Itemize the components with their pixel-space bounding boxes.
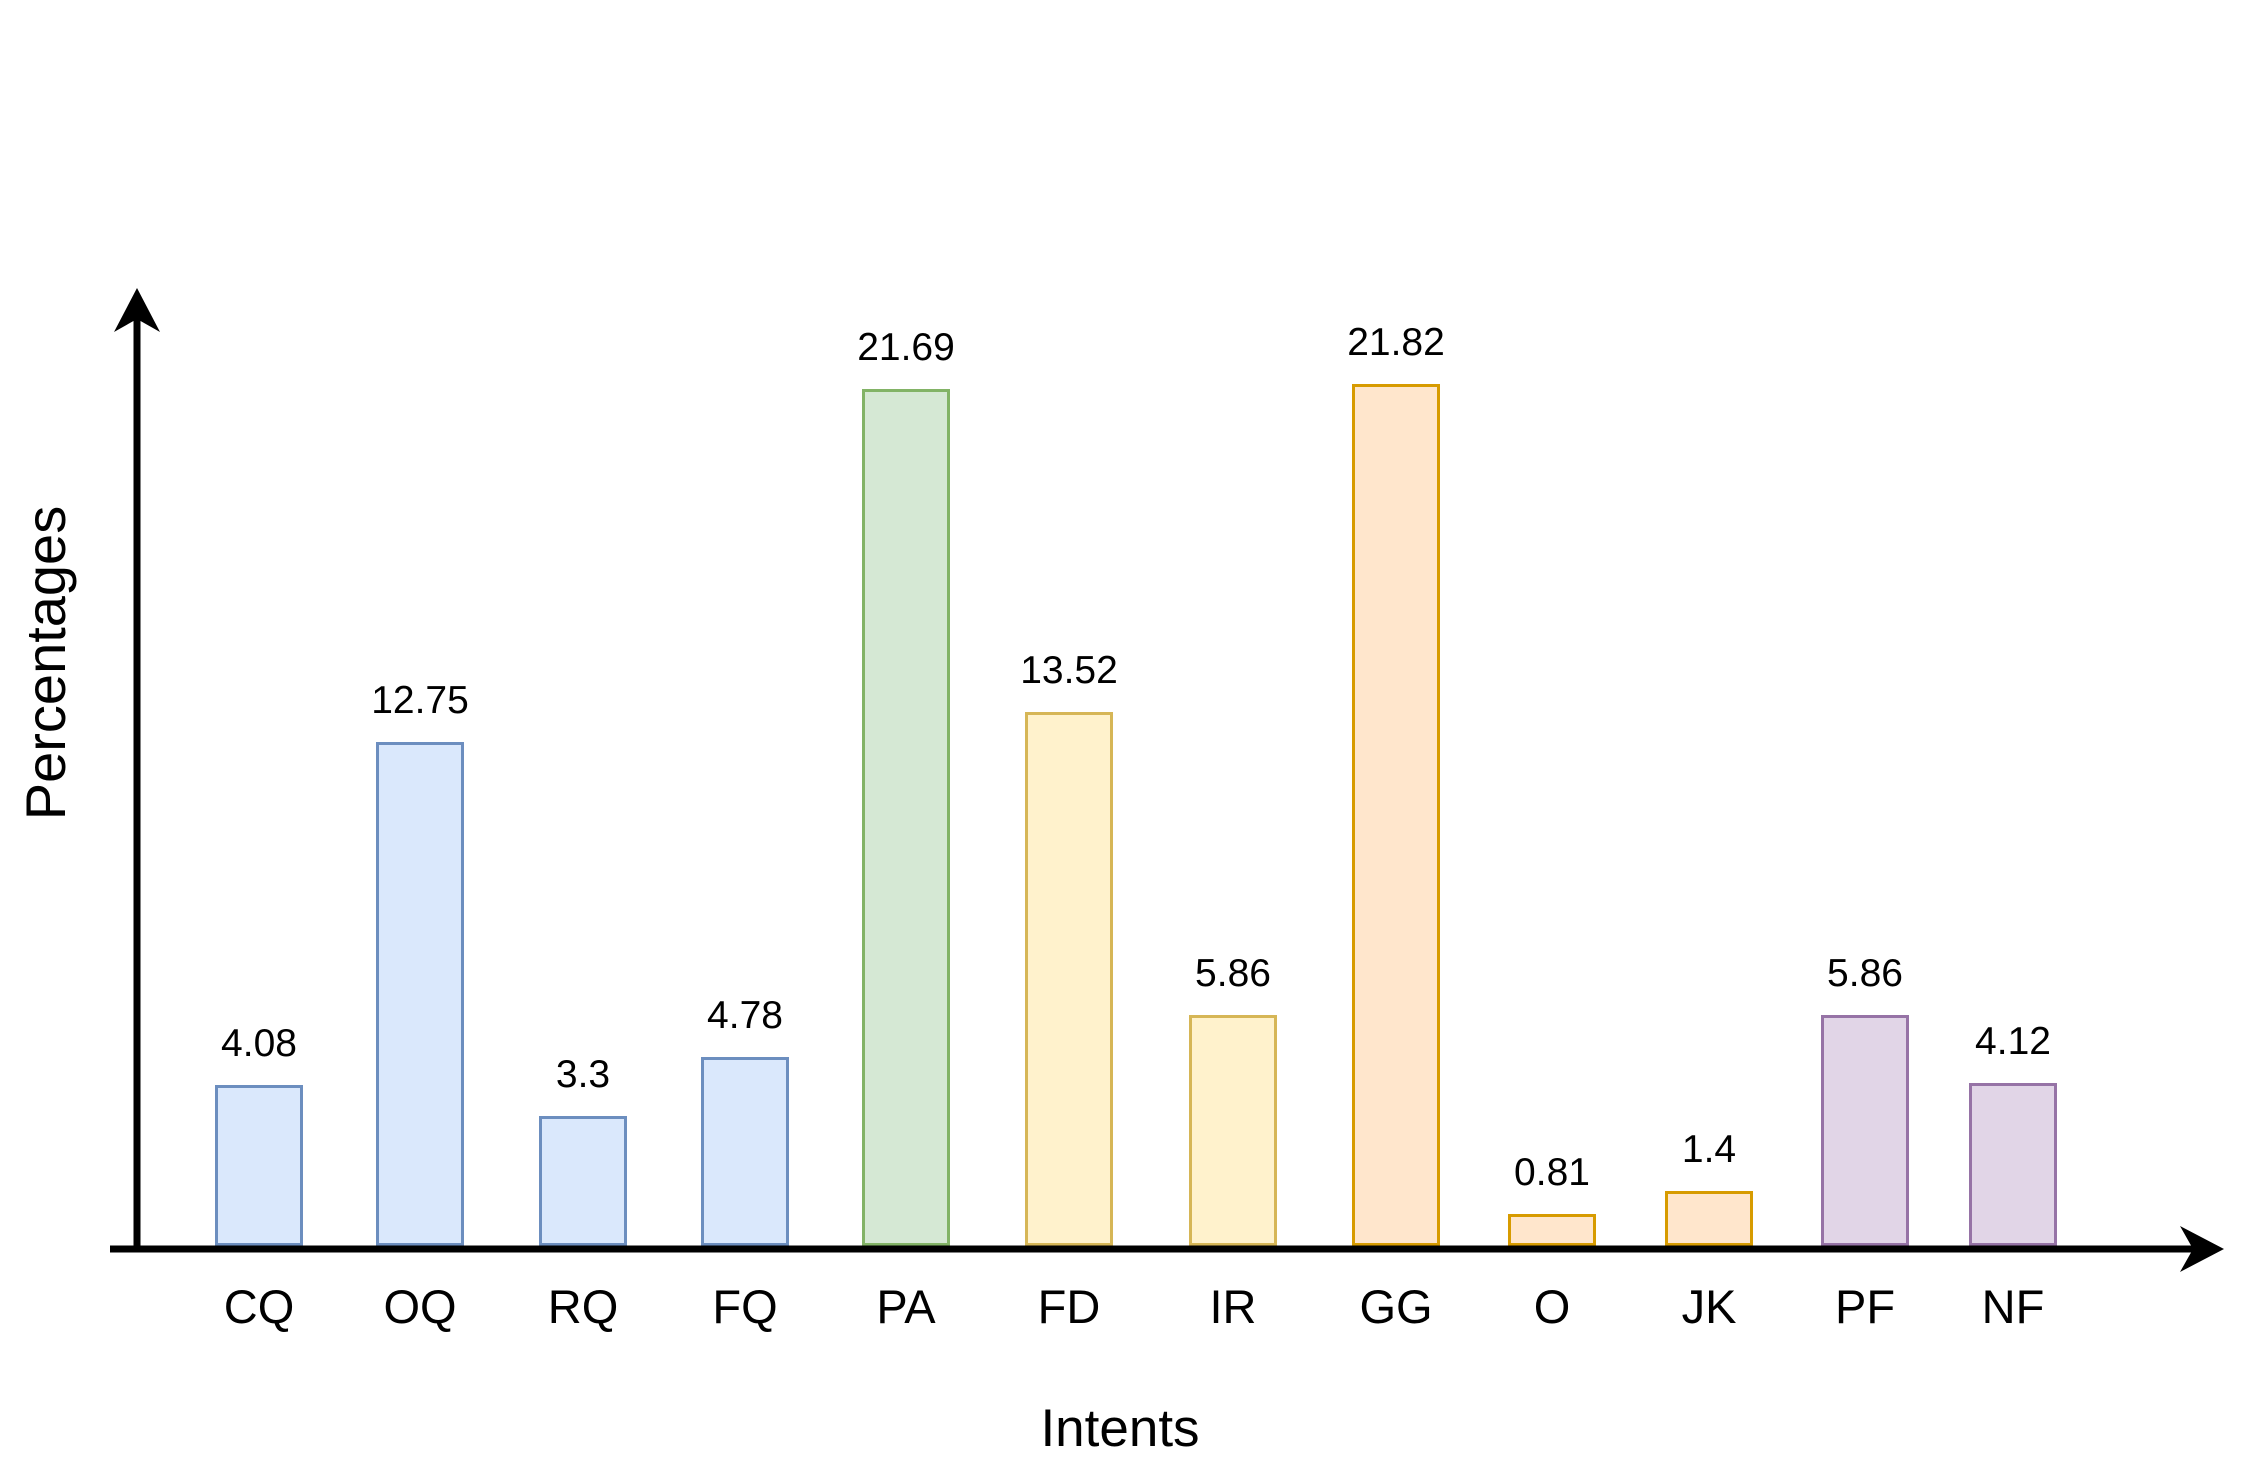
bar-OQ xyxy=(376,742,464,1246)
bar-FD xyxy=(1025,712,1113,1246)
x-tick-label-IR: IR xyxy=(1209,1280,1257,1333)
x-tick-label-PF: PF xyxy=(1834,1280,1896,1333)
bar-value-label-NF: 4.12 xyxy=(1975,1020,2051,1063)
bar-value-label-FD: 13.52 xyxy=(1020,649,1118,692)
bar-GG xyxy=(1352,384,1440,1246)
x-axis-arrowhead xyxy=(2180,1226,2224,1272)
bar-RQ xyxy=(539,1116,627,1246)
bar-value-label-FQ: 4.78 xyxy=(707,994,783,1037)
x-tick-label-NF: NF xyxy=(1981,1280,2045,1333)
x-tick-label-RQ: RQ xyxy=(547,1280,619,1333)
bar-PF xyxy=(1821,1015,1909,1246)
y-axis-arrowhead xyxy=(114,288,160,332)
bar-value-label-JK: 1.4 xyxy=(1681,1128,1737,1171)
x-tick-label-CQ: CQ xyxy=(223,1280,295,1333)
bar-O xyxy=(1508,1214,1596,1246)
bar-value-label-O: 0.81 xyxy=(1514,1151,1590,1194)
bar-value-label-OQ: 12.75 xyxy=(371,679,469,722)
bar-NF xyxy=(1969,1083,2057,1246)
x-tick-label-FD: FD xyxy=(1037,1280,1101,1333)
bar-value-label-CQ: 4.08 xyxy=(221,1022,297,1065)
bar-value-label-IR: 5.86 xyxy=(1195,952,1271,995)
x-axis-title: Intents xyxy=(1040,1399,1200,1458)
x-tick-label-PA: PA xyxy=(876,1280,936,1333)
bar-FQ xyxy=(701,1057,789,1246)
bar-IR xyxy=(1189,1015,1277,1246)
bar-JK xyxy=(1665,1191,1753,1246)
bar-value-label-GG: 21.82 xyxy=(1347,321,1445,364)
bar-value-label-RQ: 3.3 xyxy=(555,1053,611,1096)
bar-value-label-PA: 21.69 xyxy=(857,326,955,369)
x-tick-label-OQ: OQ xyxy=(383,1280,457,1333)
x-tick-label-O: O xyxy=(1533,1280,1571,1333)
x-tick-label-JK: JK xyxy=(1681,1280,1737,1333)
bar-value-label-PF: 5.86 xyxy=(1827,952,1903,995)
x-tick-label-GG: GG xyxy=(1359,1280,1433,1333)
bar-PA xyxy=(862,389,950,1246)
bar-CQ xyxy=(215,1085,303,1246)
x-tick-label-FQ: FQ xyxy=(712,1280,778,1333)
